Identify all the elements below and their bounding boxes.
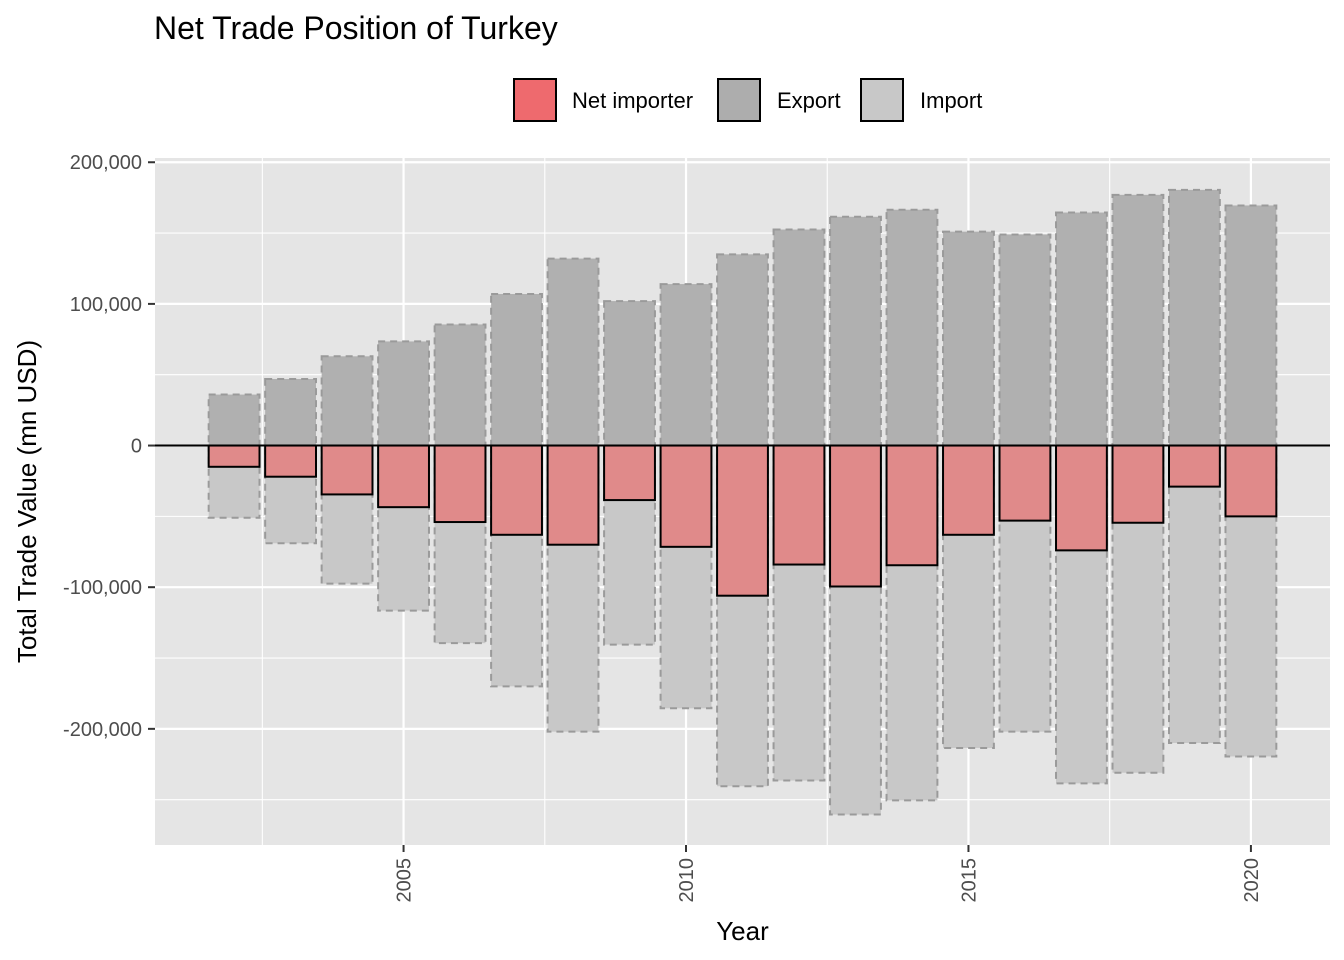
legend-key [860, 78, 904, 122]
net-importer-bar [377, 444, 430, 509]
net-importer-bar [433, 444, 487, 524]
export-bar [1224, 204, 1278, 447]
net-importer-bar [1111, 444, 1165, 524]
x-axis: 2005 2010 2015 2020 [394, 845, 1263, 903]
x-tick-label: 2015 [958, 858, 980, 903]
y-tick-label: 100,000 [70, 294, 142, 316]
export-bar [772, 228, 826, 447]
legend-label: Net importer [572, 88, 693, 113]
export-bar [1168, 188, 1221, 447]
legend-key [513, 78, 557, 122]
export-bar [320, 355, 374, 447]
net-importer-bar [1224, 444, 1278, 518]
net-importer-bar [716, 444, 769, 597]
export-bar [603, 300, 656, 447]
y-tick-label: 0 [131, 436, 142, 458]
export-bar [829, 215, 882, 447]
net-importer-bar [772, 444, 826, 566]
export-bar [1055, 211, 1108, 447]
net-importer-bar [490, 444, 543, 536]
x-axis-title: Year [716, 916, 769, 946]
net-importer-bar [1055, 444, 1108, 552]
import-bar [1168, 444, 1221, 745]
legend-label: Import [920, 88, 982, 113]
export-bar [716, 253, 769, 447]
legend-label: Export [777, 88, 841, 113]
export-bar [998, 233, 1052, 447]
net-importer-bar [546, 444, 600, 546]
net-importer-bar [1168, 444, 1221, 488]
export-bar [885, 208, 939, 447]
legend: Net importer Export Import [513, 78, 982, 122]
export-bars [207, 188, 1278, 447]
net-importer-bar [885, 444, 939, 567]
export-bar [377, 340, 430, 447]
export-bar [264, 377, 317, 447]
y-tick-label: 200,000 [70, 152, 142, 174]
chart-title: Net Trade Position of Turkey [154, 10, 558, 46]
x-tick-label: 2005 [394, 858, 416, 903]
x-tick-label: 2020 [1241, 858, 1263, 903]
net-importer-bar [659, 444, 713, 548]
legend-key [717, 78, 761, 122]
export-bar [659, 283, 713, 447]
y-tick-label: -200,000 [63, 719, 142, 741]
net-importer-bar [829, 444, 882, 588]
y-axis: 200,000 100,000 0 -100,000 -200,000 [63, 152, 155, 741]
export-bar [546, 257, 600, 447]
net-importer-bar [942, 444, 995, 536]
y-axis-title: Total Trade Value (mn USD) [12, 340, 42, 663]
net-importer-bar [998, 444, 1052, 522]
export-bar [433, 323, 487, 447]
export-bar [942, 230, 995, 447]
x-tick-label: 2010 [676, 858, 698, 903]
y-tick-label: -100,000 [63, 577, 142, 599]
net-importer-bar [264, 444, 317, 478]
net-importer-bar [603, 444, 656, 502]
export-bar [1111, 193, 1165, 447]
net-importer-bar [320, 444, 374, 496]
export-bar [207, 393, 261, 447]
export-bar [490, 292, 543, 447]
net-importer-bar [207, 444, 261, 468]
